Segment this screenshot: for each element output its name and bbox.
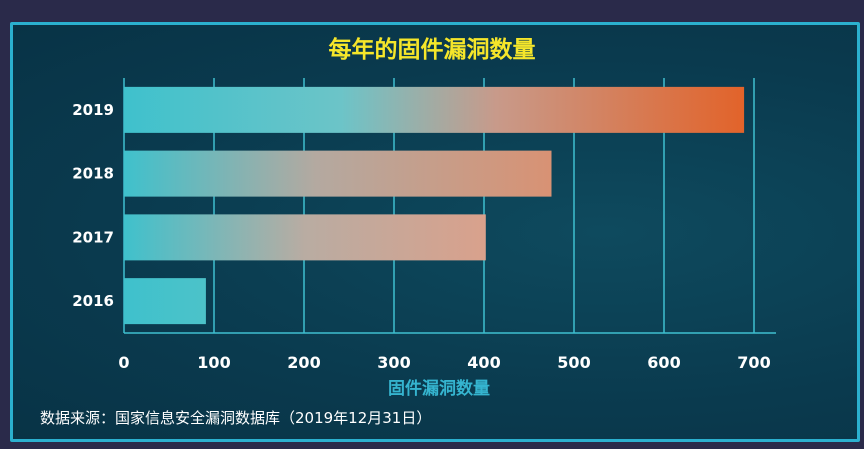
bar-2016 (124, 278, 206, 325)
x-tick-label: 200 (287, 353, 320, 372)
y-tick-label: 2017 (72, 228, 114, 246)
bar-2019 (124, 86, 745, 133)
chart-title: 每年的固件漏洞数量 (328, 37, 536, 63)
bar-2018 (124, 150, 552, 197)
x-tick-label: 700 (737, 353, 770, 372)
bar-2017 (124, 214, 486, 261)
x-tick-label: 500 (557, 353, 590, 372)
x-tick-label: 400 (467, 353, 500, 372)
x-tick-label: 0 (118, 353, 129, 372)
y-tick-label: 2016 (72, 292, 114, 310)
x-tick-label: 100 (197, 353, 230, 372)
data-source: 数据来源：国家信息安全漏洞数据库（2019年12月31日） (40, 409, 432, 427)
y-tick-label: 2018 (72, 165, 114, 183)
x-tick-label: 300 (377, 353, 410, 372)
x-tick-label: 600 (647, 353, 680, 372)
x-axis-label: 固件漏洞数量 (388, 379, 490, 399)
y-tick-label: 2019 (72, 101, 114, 119)
